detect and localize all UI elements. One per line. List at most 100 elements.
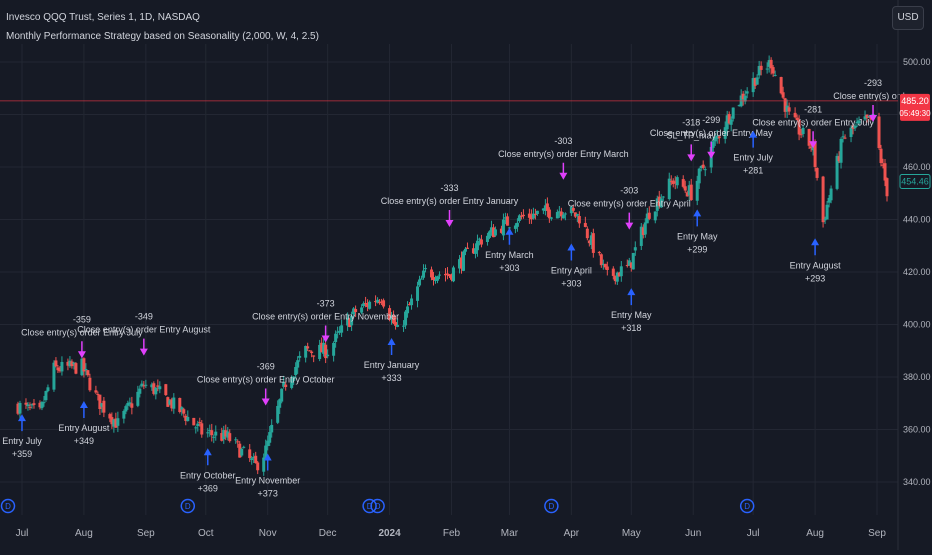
- candle-body: [757, 66, 761, 76]
- y-tick-label: 420.00: [903, 267, 931, 277]
- candle-body: [264, 445, 268, 459]
- candle-body: [471, 248, 475, 254]
- candle-body: [731, 107, 735, 119]
- x-tick-label: Aug: [806, 528, 824, 539]
- entry-qty: +299: [687, 244, 707, 254]
- candle-body: [308, 350, 312, 352]
- candle-body: [352, 308, 356, 315]
- candle-body: [445, 273, 449, 275]
- candle-body: [112, 419, 116, 427]
- candle-body: [142, 385, 146, 387]
- candle-body: [465, 247, 469, 249]
- candle-body: [795, 117, 799, 121]
- candle-body: [214, 431, 218, 436]
- candle-body: [765, 68, 769, 70]
- candle-body: [661, 196, 665, 198]
- entry-label: Entry July: [733, 153, 773, 163]
- y-tick-label: 360.00: [903, 425, 931, 435]
- candle-body: [489, 227, 493, 233]
- candle-body: [647, 212, 651, 219]
- candle-body: [653, 211, 657, 221]
- entry-label: Entry May: [611, 310, 652, 320]
- dividend-marker-icon: [370, 498, 385, 514]
- candle-body: [627, 260, 631, 266]
- candle-body: [158, 386, 162, 390]
- entry-qty: +349: [74, 436, 94, 446]
- candle-body: [110, 417, 114, 425]
- exit-arrow-head: [687, 154, 696, 162]
- candle-body: [178, 397, 182, 412]
- x-tick-label: Oct: [198, 528, 214, 539]
- candle-body: [410, 298, 414, 306]
- exit-arrow-head: [625, 222, 634, 230]
- candle-body: [513, 225, 517, 229]
- strategy-title[interactable]: Monthly Performance Strategy based on Se…: [6, 31, 319, 42]
- candle-body: [561, 214, 565, 219]
- candle-body: [517, 215, 521, 221]
- exit-label: Close entry(s) order Entry July: [21, 327, 143, 337]
- candle-body: [603, 263, 607, 268]
- candle-body: [54, 360, 58, 367]
- candle-body: [130, 403, 134, 408]
- candle-body: [30, 404, 34, 406]
- x-tick-label: Nov: [259, 528, 277, 539]
- candle-body: [298, 355, 302, 358]
- candle-body: [348, 319, 352, 328]
- candle-body: [434, 279, 438, 282]
- candle-body: [853, 125, 857, 129]
- candle-body: [394, 322, 398, 326]
- candle-body: [432, 277, 436, 281]
- dividend-marker-letter: D: [744, 502, 750, 511]
- candle-body: [599, 254, 603, 266]
- candle-body: [354, 309, 358, 313]
- candle-body: [238, 443, 242, 458]
- candle-body: [44, 391, 48, 401]
- candle-body: [559, 211, 563, 217]
- candle-body: [723, 127, 727, 139]
- candle-body: [667, 178, 671, 200]
- exit-qty: -318: [682, 117, 700, 127]
- candle-body: [785, 105, 789, 112]
- candle-body: [74, 363, 78, 374]
- candle-body: [60, 361, 64, 372]
- dividend-marker-letter: D: [367, 502, 373, 511]
- candle-body: [324, 344, 328, 359]
- exit-qty: -293: [864, 78, 882, 88]
- candle-body: [549, 217, 553, 219]
- candle-body: [701, 164, 705, 168]
- candle-body: [533, 213, 537, 215]
- candle-body: [212, 436, 216, 438]
- dividend-marker-icon: [739, 498, 755, 514]
- x-tick-label: Sep: [137, 528, 155, 539]
- candle-body: [745, 91, 749, 94]
- last-close-value: 454.46: [901, 177, 929, 187]
- candle-body: [813, 142, 817, 168]
- candle-body: [541, 208, 545, 211]
- candle-body: [390, 316, 394, 320]
- candle-body: [140, 383, 144, 387]
- currency-button[interactable]: USD: [892, 6, 924, 30]
- candle-body: [338, 330, 342, 333]
- candle-body: [673, 181, 677, 183]
- candle-body: [200, 423, 204, 435]
- entry-label: Entry November: [235, 476, 300, 486]
- candle-body: [116, 418, 120, 426]
- exit-arrow-head: [261, 398, 270, 406]
- entry-label: Entry October: [180, 470, 236, 480]
- candle-body: [310, 351, 314, 354]
- exit-qty: -303: [554, 136, 572, 146]
- exit-arrow-head: [445, 220, 454, 227]
- candle-body: [156, 385, 160, 387]
- candle-body: [292, 376, 296, 381]
- candle-body: [695, 180, 699, 201]
- candle-body: [755, 77, 759, 85]
- current-price-tag: [900, 93, 930, 121]
- candle-body: [26, 404, 30, 407]
- candle-body: [841, 136, 845, 138]
- candle-body: [24, 402, 28, 405]
- x-tick-label: Jul: [747, 528, 760, 539]
- candle-body: [46, 387, 50, 391]
- candle-body: [801, 127, 805, 134]
- candle-body: [296, 360, 300, 368]
